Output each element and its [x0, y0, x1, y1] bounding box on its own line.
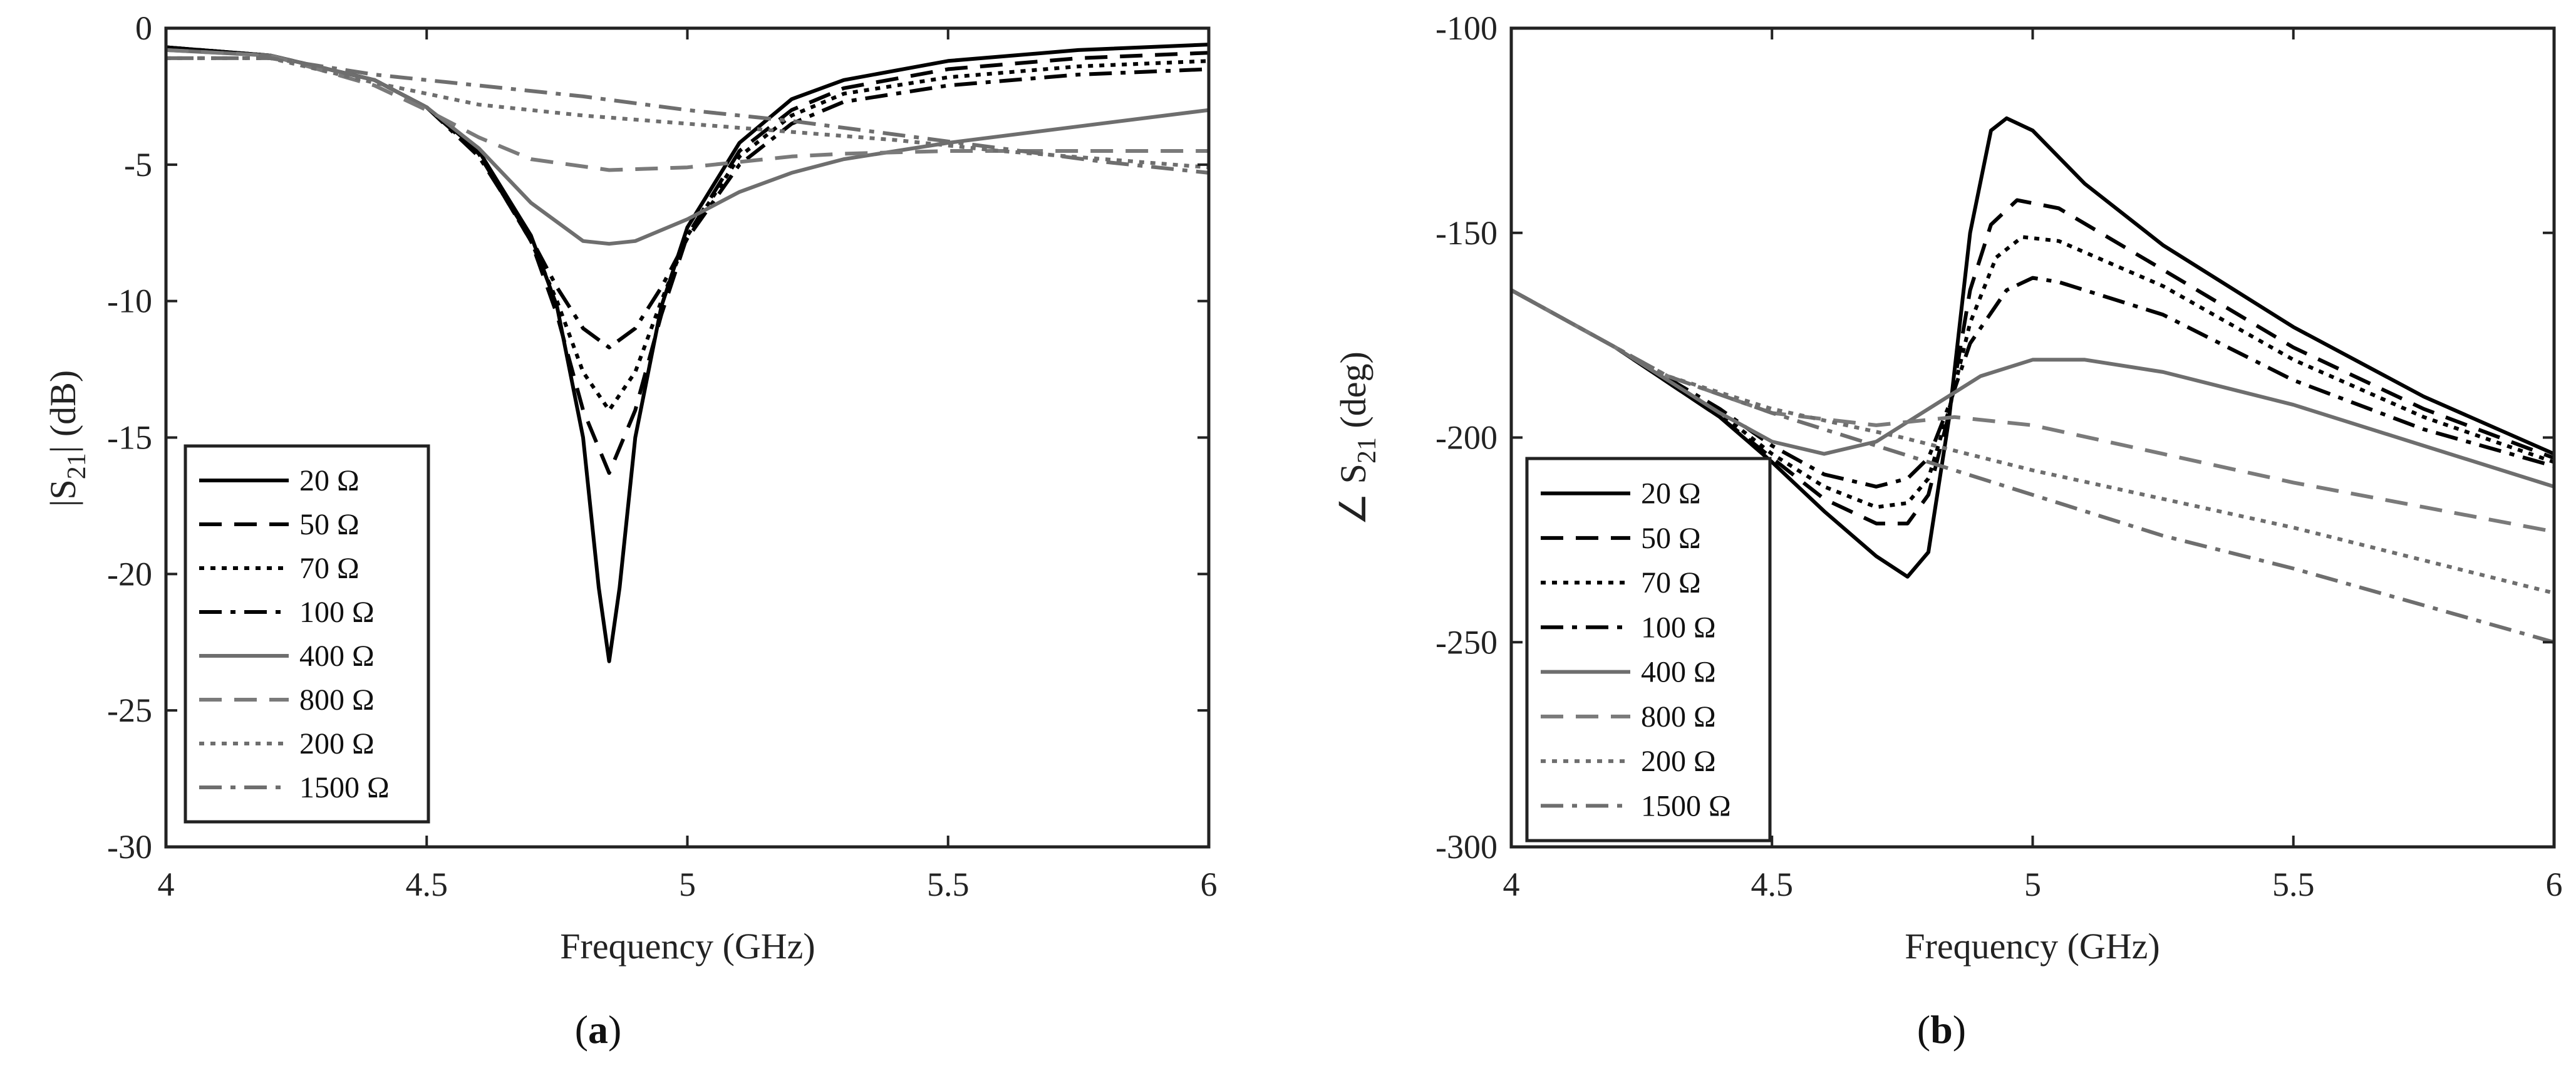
panel-b-legend-box	[1525, 457, 1772, 842]
panel-b-series-line-2	[1511, 235, 2554, 509]
panel-b-ytick-label-1: -150	[1435, 214, 1497, 252]
panel-b-legend-label-7: 1500 Ω	[1641, 789, 1731, 822]
panel-a-legend-label-7: 1500 Ω	[299, 771, 390, 804]
panel-b-legend-label-0: 20 Ω	[1641, 477, 1701, 511]
panel-a-ytick-label-2: -10	[107, 283, 152, 320]
panel-a-ytick-label-1: -5	[124, 146, 152, 184]
panel-b-legend-label-5: 800 Ω	[1641, 700, 1716, 734]
panel-a-xtick-label-0: 4	[158, 866, 175, 903]
panel-b-xtick-label-3: 5.5	[2272, 866, 2315, 903]
panel-a-legend-label-3: 100 Ω	[299, 596, 375, 629]
panel-a-xtick-label-1: 4.5	[406, 866, 448, 903]
panel-b-legend: 20 Ω 50 Ω 70 Ω 100 Ω 400 Ω 800 Ω 200 Ω 1500 Ω	[1525, 457, 1772, 842]
panel-a-series-line-6	[166, 56, 1209, 170]
panel-a-xaxis-title: Frequency (GHz)	[560, 926, 815, 967]
panel-a-chart: (a) 4 4.5 5 5.5 6 0 -5 -10 -15 -20 -25 -30 Frequency…	[43, 9, 1218, 1052]
panel-a-xtick-label-2: 5	[679, 866, 696, 903]
panel-b-legend-label-6: 200 Ω	[1641, 745, 1716, 778]
panel-a-legend-label-4: 400 Ω	[299, 640, 375, 673]
panel-a-series-line-5	[166, 48, 1209, 172]
panel-b-series-line-7	[1511, 288, 2554, 645]
panel-b-series-line-0	[1511, 116, 2554, 579]
panel-b-xtick-label-1: 4.5	[1751, 866, 1794, 903]
panel-b-ytick-label-2: -200	[1435, 419, 1497, 457]
panel-b-label: (b)	[1917, 1007, 1966, 1052]
panel-a-ytick-label-5: -25	[107, 692, 152, 729]
panel-a-legend-label-5: 800 Ω	[299, 683, 375, 717]
panel-b-ytick-label-3: -250	[1435, 623, 1497, 661]
panel-a-series-line-1	[166, 45, 1209, 475]
panel-a-xtick-label-3: 5.5	[927, 866, 970, 903]
panel-a-legend-label-1: 50 Ω	[299, 508, 360, 541]
panel-a-legend: 20 Ω 50 Ω 70 Ω 100 Ω 400 Ω 800 Ω 200 Ω 1500 Ω	[184, 444, 430, 824]
panel-b-legend-label-3: 100 Ω	[1641, 611, 1716, 644]
panel-a-legend-box	[184, 444, 430, 824]
panel-a-series-line-4	[166, 48, 1209, 246]
panel-b-ytick-label-0: -100	[1435, 9, 1497, 47]
panel-a-ytick-label-0: 0	[135, 9, 152, 47]
panel-b-legend-label-2: 70 Ω	[1641, 566, 1701, 599]
panel-a-legend-label-2: 70 Ω	[299, 552, 360, 585]
panel-b-series-line-1	[1511, 198, 2554, 526]
panel-a-legend-label-0: 20 Ω	[299, 464, 360, 497]
panel-b-xtick-label-0: 4	[1503, 866, 1520, 903]
panel-b-xaxis-title: Frequency (GHz)	[1905, 926, 2160, 967]
panel-b-chart: (b) 4 4.5 5 5.5 6 -100 -150 -200 -250 -300 Frequen…	[1333, 9, 2563, 1052]
panel-a-ytick-label-3: -15	[107, 419, 152, 457]
panel-a-series-line-3	[166, 45, 1209, 350]
panel-b-yaxis-title: ∠ S21 (deg)	[1333, 351, 1382, 526]
panel-a-plot-area	[166, 43, 1209, 663]
panel-a-label: (a)	[575, 1007, 622, 1052]
panel-b-legend-label-1: 50 Ω	[1641, 522, 1701, 555]
panel-b-ytick-label-4: -300	[1435, 828, 1497, 866]
panel-b-plot-area	[1511, 116, 2554, 645]
panel-a-ytick-label-6: -30	[107, 828, 152, 866]
panel-a-yaxis-title: |S21| (dB)	[43, 370, 91, 507]
panel-a-xtick-label-4: 6	[1201, 866, 1218, 903]
panel-b-xtick-label-4: 6	[2546, 866, 2563, 903]
panel-a-legend-label-6: 200 Ω	[299, 727, 375, 760]
panel-b-xtick-label-2: 5	[2024, 866, 2041, 903]
panel-b-legend-label-4: 400 Ω	[1641, 656, 1716, 689]
panel-b-series-line-4	[1511, 288, 2554, 489]
panel-a-ytick-label-4: -20	[107, 555, 152, 593]
panel-a-series-line-7	[166, 56, 1209, 175]
